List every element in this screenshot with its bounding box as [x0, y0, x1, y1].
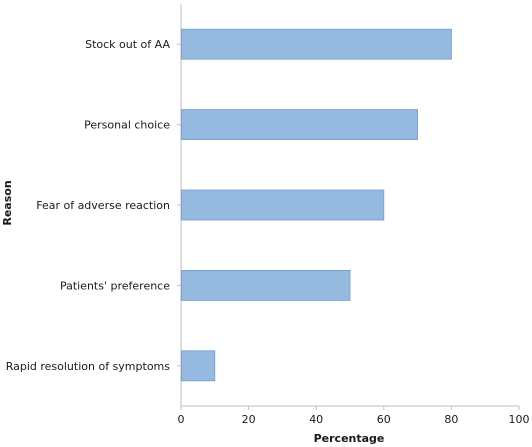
bar	[181, 189, 385, 221]
category-label: Stock out of AA	[85, 38, 170, 51]
bar	[181, 350, 216, 382]
category-label: Rapid resolution of symptoms	[6, 360, 171, 373]
x-tick-label: 0	[178, 413, 185, 426]
category-label: Fear of adverse reaction	[36, 199, 170, 212]
y-axis-title: Reason	[1, 180, 14, 225]
x-axis-title: Percentage	[314, 432, 385, 445]
bar	[181, 28, 452, 60]
x-ticks: 0 20 40 60 80 100	[178, 406, 530, 426]
category-label: Patients' preference	[60, 279, 170, 292]
bars-group	[181, 28, 452, 382]
x-tick-label: 40	[309, 413, 323, 426]
category-labels: Stock out of AA Personal choice Fear of ad…	[6, 38, 181, 373]
x-tick-label: 60	[377, 413, 391, 426]
bar	[181, 269, 351, 301]
bar	[181, 109, 419, 140]
x-tick-label: 20	[242, 413, 256, 426]
x-tick-label: 100	[509, 413, 530, 426]
x-tick-label: 80	[444, 413, 458, 426]
category-label: Personal choice	[84, 119, 170, 132]
